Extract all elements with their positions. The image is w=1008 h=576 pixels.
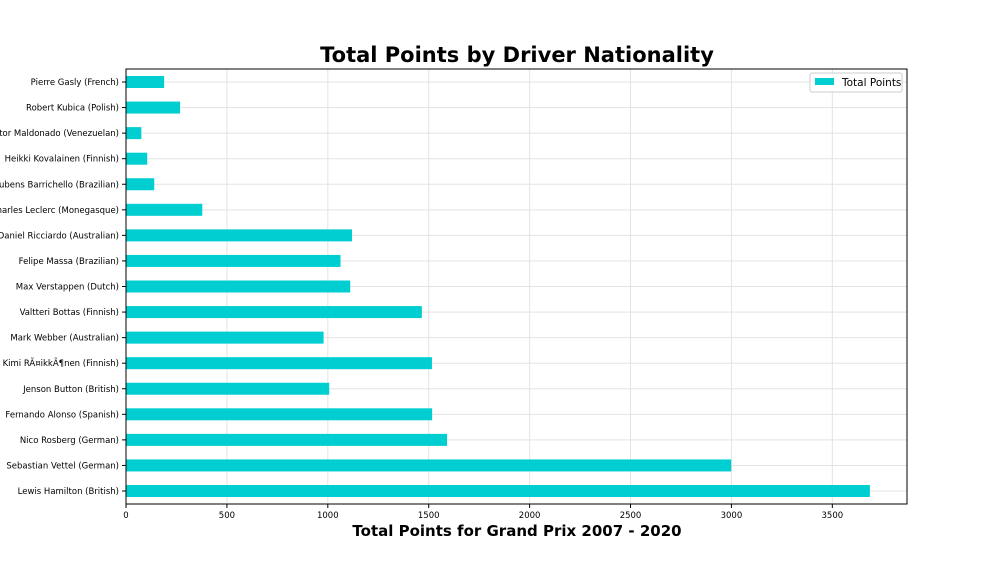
bar [126, 280, 351, 293]
y-tick-label: Pastor Maldonado (Venezuelan) [0, 129, 119, 139]
bar [126, 433, 448, 446]
bar [126, 229, 353, 242]
y-tick-label: Pierre Gasly (French) [31, 78, 119, 88]
bar [126, 101, 181, 114]
legend-box [809, 72, 903, 93]
bar [126, 459, 732, 472]
bar [126, 254, 341, 267]
y-tick-label: Heikki Kovalainen (Finnish) [5, 155, 119, 165]
x-tick-label: 0 [123, 511, 128, 521]
x-axis-label: Total Points for Grand Prix 2007 - 2020 [352, 522, 681, 540]
x-tick-label: 2000 [519, 511, 541, 521]
chart-title: Total Points by Driver Nationality [320, 43, 714, 67]
x-tick-label: 500 [219, 511, 235, 521]
bar [126, 382, 330, 395]
legend: Total Points [809, 72, 903, 93]
bar [126, 306, 422, 319]
bar [126, 76, 165, 88]
y-tick-label: Fernando Alonso (Spanish) [5, 410, 119, 420]
y-tick-label: Nico Rosberg (German) [20, 436, 119, 446]
y-tick-label: Valtteri Bottas (Finnish) [20, 308, 119, 318]
y-tick-label: Robert Kubica (Polish) [26, 104, 119, 114]
bar [126, 178, 155, 191]
y-tick-label: Rubens Barrichello (Brazilian) [0, 180, 119, 190]
y-tick-label: Daniel Ricciardo (Australian) [0, 231, 119, 241]
x-tick-label: 3000 [721, 511, 743, 521]
x-tick-label: 3500 [822, 511, 844, 521]
y-tick-label: Kimi RÃ¤ikkÃ¶nen (Finnish) [3, 358, 119, 369]
bar [126, 331, 324, 344]
y-tick-label: Charles Leclerc (Monegasque) [0, 206, 119, 216]
y-tick-label: Jenson Button (British) [22, 385, 119, 395]
y-tick-label: Max Verstappen (Dutch) [16, 283, 119, 293]
bar [126, 152, 148, 165]
legend-label: Total Points [841, 77, 901, 89]
bar [126, 357, 432, 370]
bar [126, 203, 203, 216]
bar [126, 408, 433, 421]
x-tick-label: 1000 [317, 511, 339, 521]
x-tick-label: 2500 [620, 511, 642, 521]
y-tick-label: Lewis Hamilton (British) [18, 487, 119, 497]
y-tick-label: Mark Webber (Australian) [10, 334, 119, 344]
y-tick-label: Sebastian Vettel (German) [6, 461, 119, 471]
bars [126, 76, 870, 497]
legend-swatch [815, 78, 834, 85]
bar [126, 127, 142, 140]
x-axis-tick-labels: 0 500 1000 1500 2000 2500 3000 3500 [123, 504, 843, 521]
bar [126, 485, 870, 497]
y-tick-label: Felipe Massa (Brazilian) [19, 257, 119, 267]
x-tick-label: 1500 [418, 511, 440, 521]
y-axis-tick-labels: Lewis Hamilton (British) Sebastian Vettel… [0, 78, 126, 497]
